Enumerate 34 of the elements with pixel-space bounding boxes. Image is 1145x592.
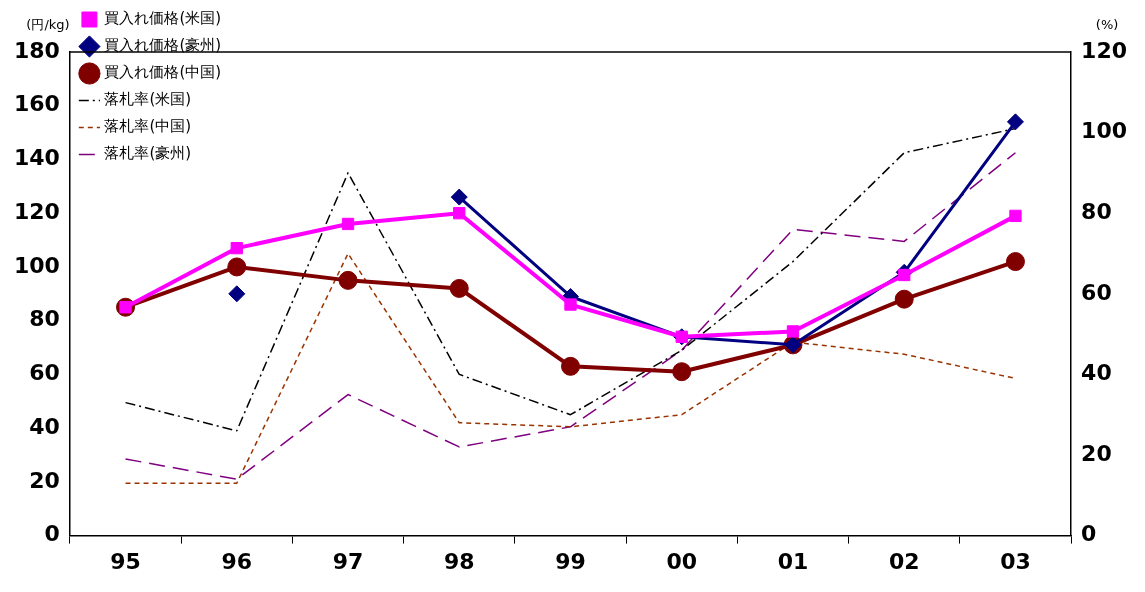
y-tick-label: 100 [13, 252, 60, 278]
x-tick-label: 99 [555, 548, 586, 574]
y2-tick-label: 80 [1081, 198, 1112, 224]
x-tick-label: 00 [666, 548, 698, 574]
y2-tick-label: 120 [1081, 37, 1128, 63]
x-tick-label: 01 [777, 548, 809, 574]
y-tick-label: 80 [29, 306, 60, 332]
y2-tick-label: 0 [1081, 521, 1097, 547]
y2-axis-title: (%) [1095, 16, 1119, 32]
x-tick-label: 96 [221, 548, 253, 574]
y-tick-label: 20 [29, 467, 60, 493]
y-tick-label: 120 [13, 198, 60, 224]
legend-label: 買入れ価格(中国) [104, 63, 222, 82]
y-tick-label: 0 [44, 521, 60, 547]
x-tick-label: 02 [888, 548, 920, 574]
legend-label: 落札率(中国) [104, 117, 192, 136]
legend-label: 落札率(豪州) [104, 144, 192, 163]
y-tick-label: 60 [29, 360, 60, 386]
x-tick-label: 97 [332, 548, 364, 574]
x-tick-label: 03 [1000, 548, 1031, 574]
y2-tick-label: 100 [1081, 118, 1128, 144]
y-axis-title: (円/kg) [26, 16, 70, 32]
y2-tick-label: 20 [1081, 440, 1112, 466]
x-tick-label: 98 [443, 548, 475, 574]
y-tick-label: 180 [13, 37, 60, 63]
y-tick-label: 160 [13, 91, 60, 117]
legend-label: 買入れ価格(豪州) [104, 36, 222, 55]
y-tick-label: 140 [13, 145, 60, 171]
y-tick-label: 40 [29, 413, 60, 439]
x-tick-label: 95 [110, 548, 141, 574]
legend-label: 買入れ価格(米国) [104, 9, 222, 28]
y2-tick-label: 60 [1081, 279, 1112, 305]
y2-tick-label: 40 [1081, 360, 1112, 386]
legend-label: 落札率(米国) [104, 90, 192, 109]
